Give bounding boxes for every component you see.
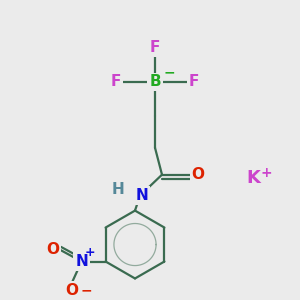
Text: F: F bbox=[111, 74, 121, 89]
Text: B: B bbox=[149, 74, 161, 89]
Text: O: O bbox=[191, 167, 205, 182]
Text: N: N bbox=[75, 254, 88, 269]
Text: +: + bbox=[84, 246, 95, 259]
Text: F: F bbox=[189, 74, 199, 89]
Text: O: O bbox=[65, 283, 78, 298]
Text: N: N bbox=[136, 188, 148, 203]
Text: F: F bbox=[150, 40, 160, 56]
Text: K: K bbox=[246, 169, 260, 187]
Text: −: − bbox=[81, 284, 92, 297]
Text: +: + bbox=[260, 166, 272, 180]
Text: H: H bbox=[112, 182, 124, 197]
Text: −: − bbox=[164, 66, 176, 80]
Text: O: O bbox=[46, 242, 59, 257]
